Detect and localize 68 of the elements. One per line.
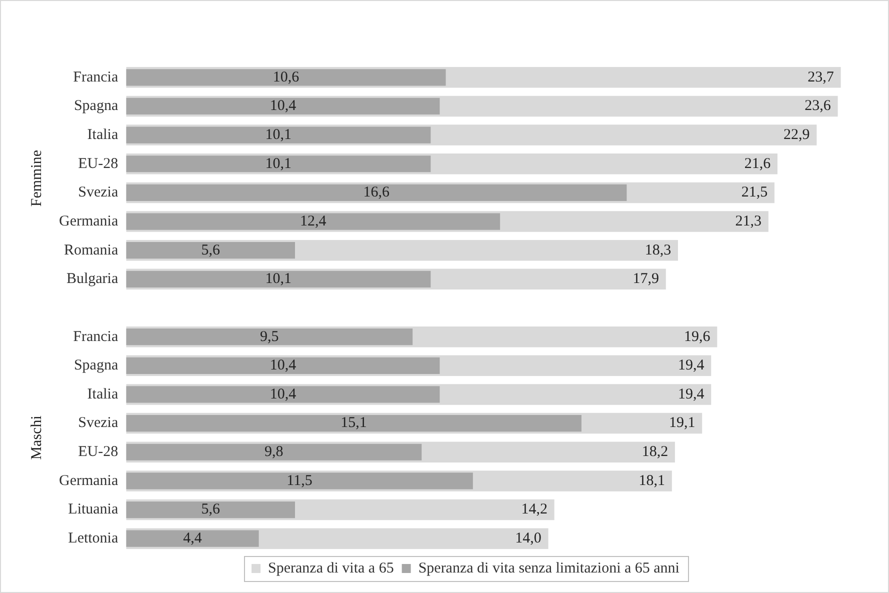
- bar: [126, 98, 440, 115]
- data-label: 21,5: [741, 184, 768, 201]
- data-label: 10,4: [270, 98, 297, 114]
- data-label: 15,1: [340, 415, 367, 432]
- text: Maschi: [28, 416, 45, 460]
- data-label: 10,1: [265, 271, 292, 288]
- data-label: 19,4: [678, 358, 705, 374]
- y-tick-label: Germania: [58, 213, 118, 230]
- y-tick-label: EU-28: [78, 156, 118, 172]
- y-tick-label: Bulgaria: [66, 271, 118, 288]
- data-label: 9,5: [260, 328, 279, 345]
- y-tick-label: Svezia: [78, 415, 118, 432]
- data-label: 10,4: [270, 358, 297, 374]
- data-label: 5,6: [201, 502, 220, 518]
- y-tick-label: Francia: [73, 328, 118, 345]
- data-label: 19,4: [678, 386, 705, 402]
- bar: [126, 126, 431, 144]
- y-tick-label: Germania: [58, 472, 118, 489]
- data-label: 21,3: [735, 213, 762, 230]
- data-label: 19,6: [684, 328, 711, 345]
- y-tick-label: Lettonia: [68, 530, 118, 547]
- data-label: 11,5: [286, 472, 312, 489]
- y-tick-label: Spagna: [74, 358, 118, 374]
- bar: [126, 156, 431, 172]
- bar: [126, 530, 259, 547]
- bar: [126, 242, 295, 259]
- y-tick-label: Italia: [87, 126, 118, 143]
- bar: [126, 69, 446, 86]
- data-label: 17,9: [632, 271, 660, 288]
- legend-label: Speranza di vita senza limitazioni a 65 anni: [418, 560, 680, 576]
- data-label: 18,1: [638, 472, 666, 489]
- y-tick-label: Romania: [64, 242, 118, 258]
- data-label: 4,4: [183, 530, 202, 547]
- y-tick-label: Lituania: [68, 502, 118, 518]
- data-label: 14,2: [521, 502, 548, 518]
- data-label: 18,3: [644, 242, 672, 258]
- text: Femmine: [28, 150, 45, 207]
- legend-label: Speranza di vita a 65: [268, 560, 394, 576]
- bar: [126, 386, 440, 403]
- y-tick-label: Spagna: [74, 98, 118, 114]
- data-label: 18,2: [642, 444, 668, 460]
- bar: [126, 270, 431, 288]
- data-label: 9,8: [264, 444, 284, 460]
- y-tick-label: EU-28: [78, 444, 118, 460]
- y-tick-label: Francia: [73, 69, 118, 86]
- data-label: 19,1: [668, 415, 696, 432]
- y-tick-label: Italia: [87, 386, 118, 402]
- bar: [126, 472, 473, 490]
- bar: [126, 184, 627, 202]
- bar: [126, 501, 295, 518]
- bar: [126, 328, 413, 346]
- data-label: 10,4: [270, 386, 297, 402]
- bar: [126, 444, 422, 460]
- data-label: 23,6: [804, 98, 832, 114]
- data-label: 10,6: [272, 69, 300, 86]
- data-label: 5,6: [201, 242, 220, 258]
- data-label: 21,6: [744, 156, 772, 172]
- bar: [126, 414, 582, 432]
- data-label: 14,0: [515, 530, 542, 547]
- data-label: 22,9: [784, 126, 810, 143]
- data-label: 23,7: [808, 69, 834, 86]
- data-label: 12,4: [300, 213, 327, 230]
- bar: [126, 213, 500, 230]
- data-label: 16,6: [363, 184, 390, 201]
- data-label: 10,1: [265, 156, 292, 172]
- bar: [126, 357, 440, 374]
- data-label: 10,1: [265, 126, 292, 143]
- y-tick-label: Svezia: [78, 184, 118, 201]
